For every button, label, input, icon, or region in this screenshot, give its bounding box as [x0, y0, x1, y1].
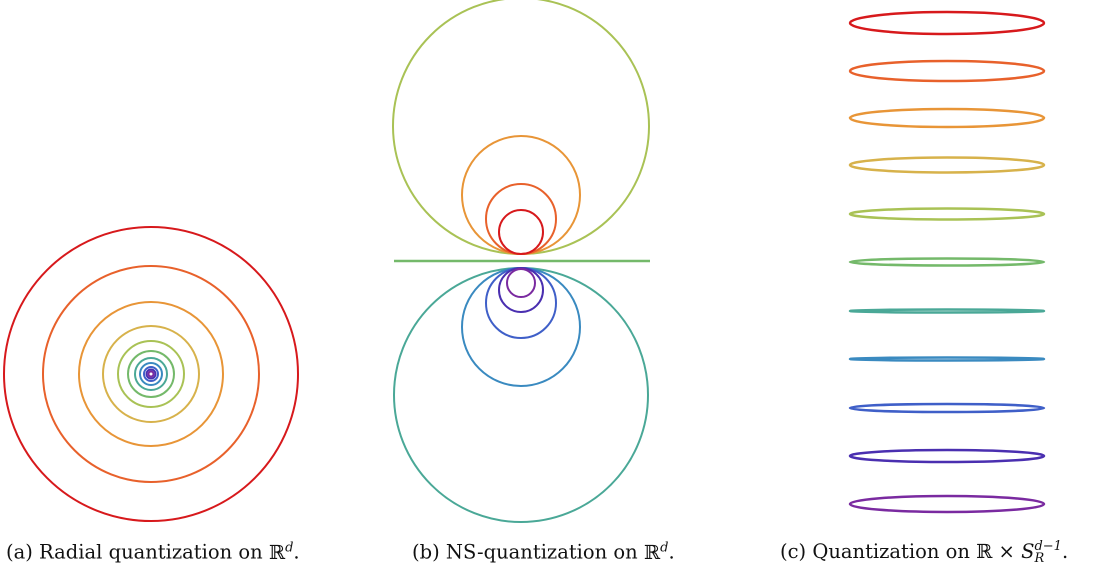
panel-a-radial-circles [3, 226, 299, 522]
ns-upper-circle [392, 0, 650, 255]
ns-upper-circle [461, 135, 581, 255]
caption-b-text: NS-quantization on [445, 540, 644, 564]
cylinder-ellipse [848, 156, 1046, 174]
radial-circle [3, 226, 299, 522]
caption-a-space: ℝd [268, 540, 294, 564]
ns-lower-circle [485, 267, 557, 339]
cylinder-ellipse [848, 59, 1046, 83]
radial-circle [127, 350, 175, 398]
radial-circle [147, 370, 155, 378]
ns-upper-circle [498, 209, 544, 255]
radial-circle [117, 340, 185, 408]
cylinder-ellipse [848, 10, 1046, 36]
radial-circle [134, 357, 168, 391]
caption-a-end: . [293, 540, 300, 564]
radial-circle [145, 368, 157, 380]
caption-b-space: ℝd [643, 540, 669, 564]
cylinder-ellipse [848, 107, 1046, 129]
radial-circle [143, 366, 159, 382]
radial-circle [139, 362, 163, 386]
caption-b-label: (b) [412, 540, 440, 564]
ns-lower-circle [498, 267, 544, 313]
caption-a-text: Radial quantization on [39, 540, 269, 564]
cylinder-ellipse [848, 207, 1046, 221]
caption-b: (b) NS-quantization on ℝd. [412, 540, 675, 564]
radial-circle [102, 325, 200, 423]
caption-c-end: . [1061, 540, 1069, 563]
panel-c-cylinder-ellipses [848, 10, 1046, 514]
ns-lower-circle [506, 268, 536, 298]
cylinder-ellipse [848, 448, 1046, 464]
panel-b-ns-circles [392, 0, 650, 523]
ns-lower-circle [461, 267, 581, 387]
ns-upper-circle [485, 183, 557, 255]
cylinder-ellipse [848, 494, 1046, 514]
ns-lower-circle [393, 267, 649, 523]
caption-a-label: (a) [6, 540, 33, 564]
cylinder-ellipse [848, 308, 1046, 314]
caption-c-label: (c) [780, 540, 807, 563]
caption-a: (a) Radial quantization on ℝd. [6, 540, 300, 564]
cylinder-ellipse [848, 257, 1046, 267]
caption-c-text: Quantization on [812, 540, 977, 563]
radial-circle [42, 265, 260, 483]
cylinder-ellipse [848, 356, 1046, 362]
cylinder-ellipse [848, 402, 1046, 414]
radial-circle [78, 301, 224, 447]
caption-b-end: . [668, 540, 675, 564]
